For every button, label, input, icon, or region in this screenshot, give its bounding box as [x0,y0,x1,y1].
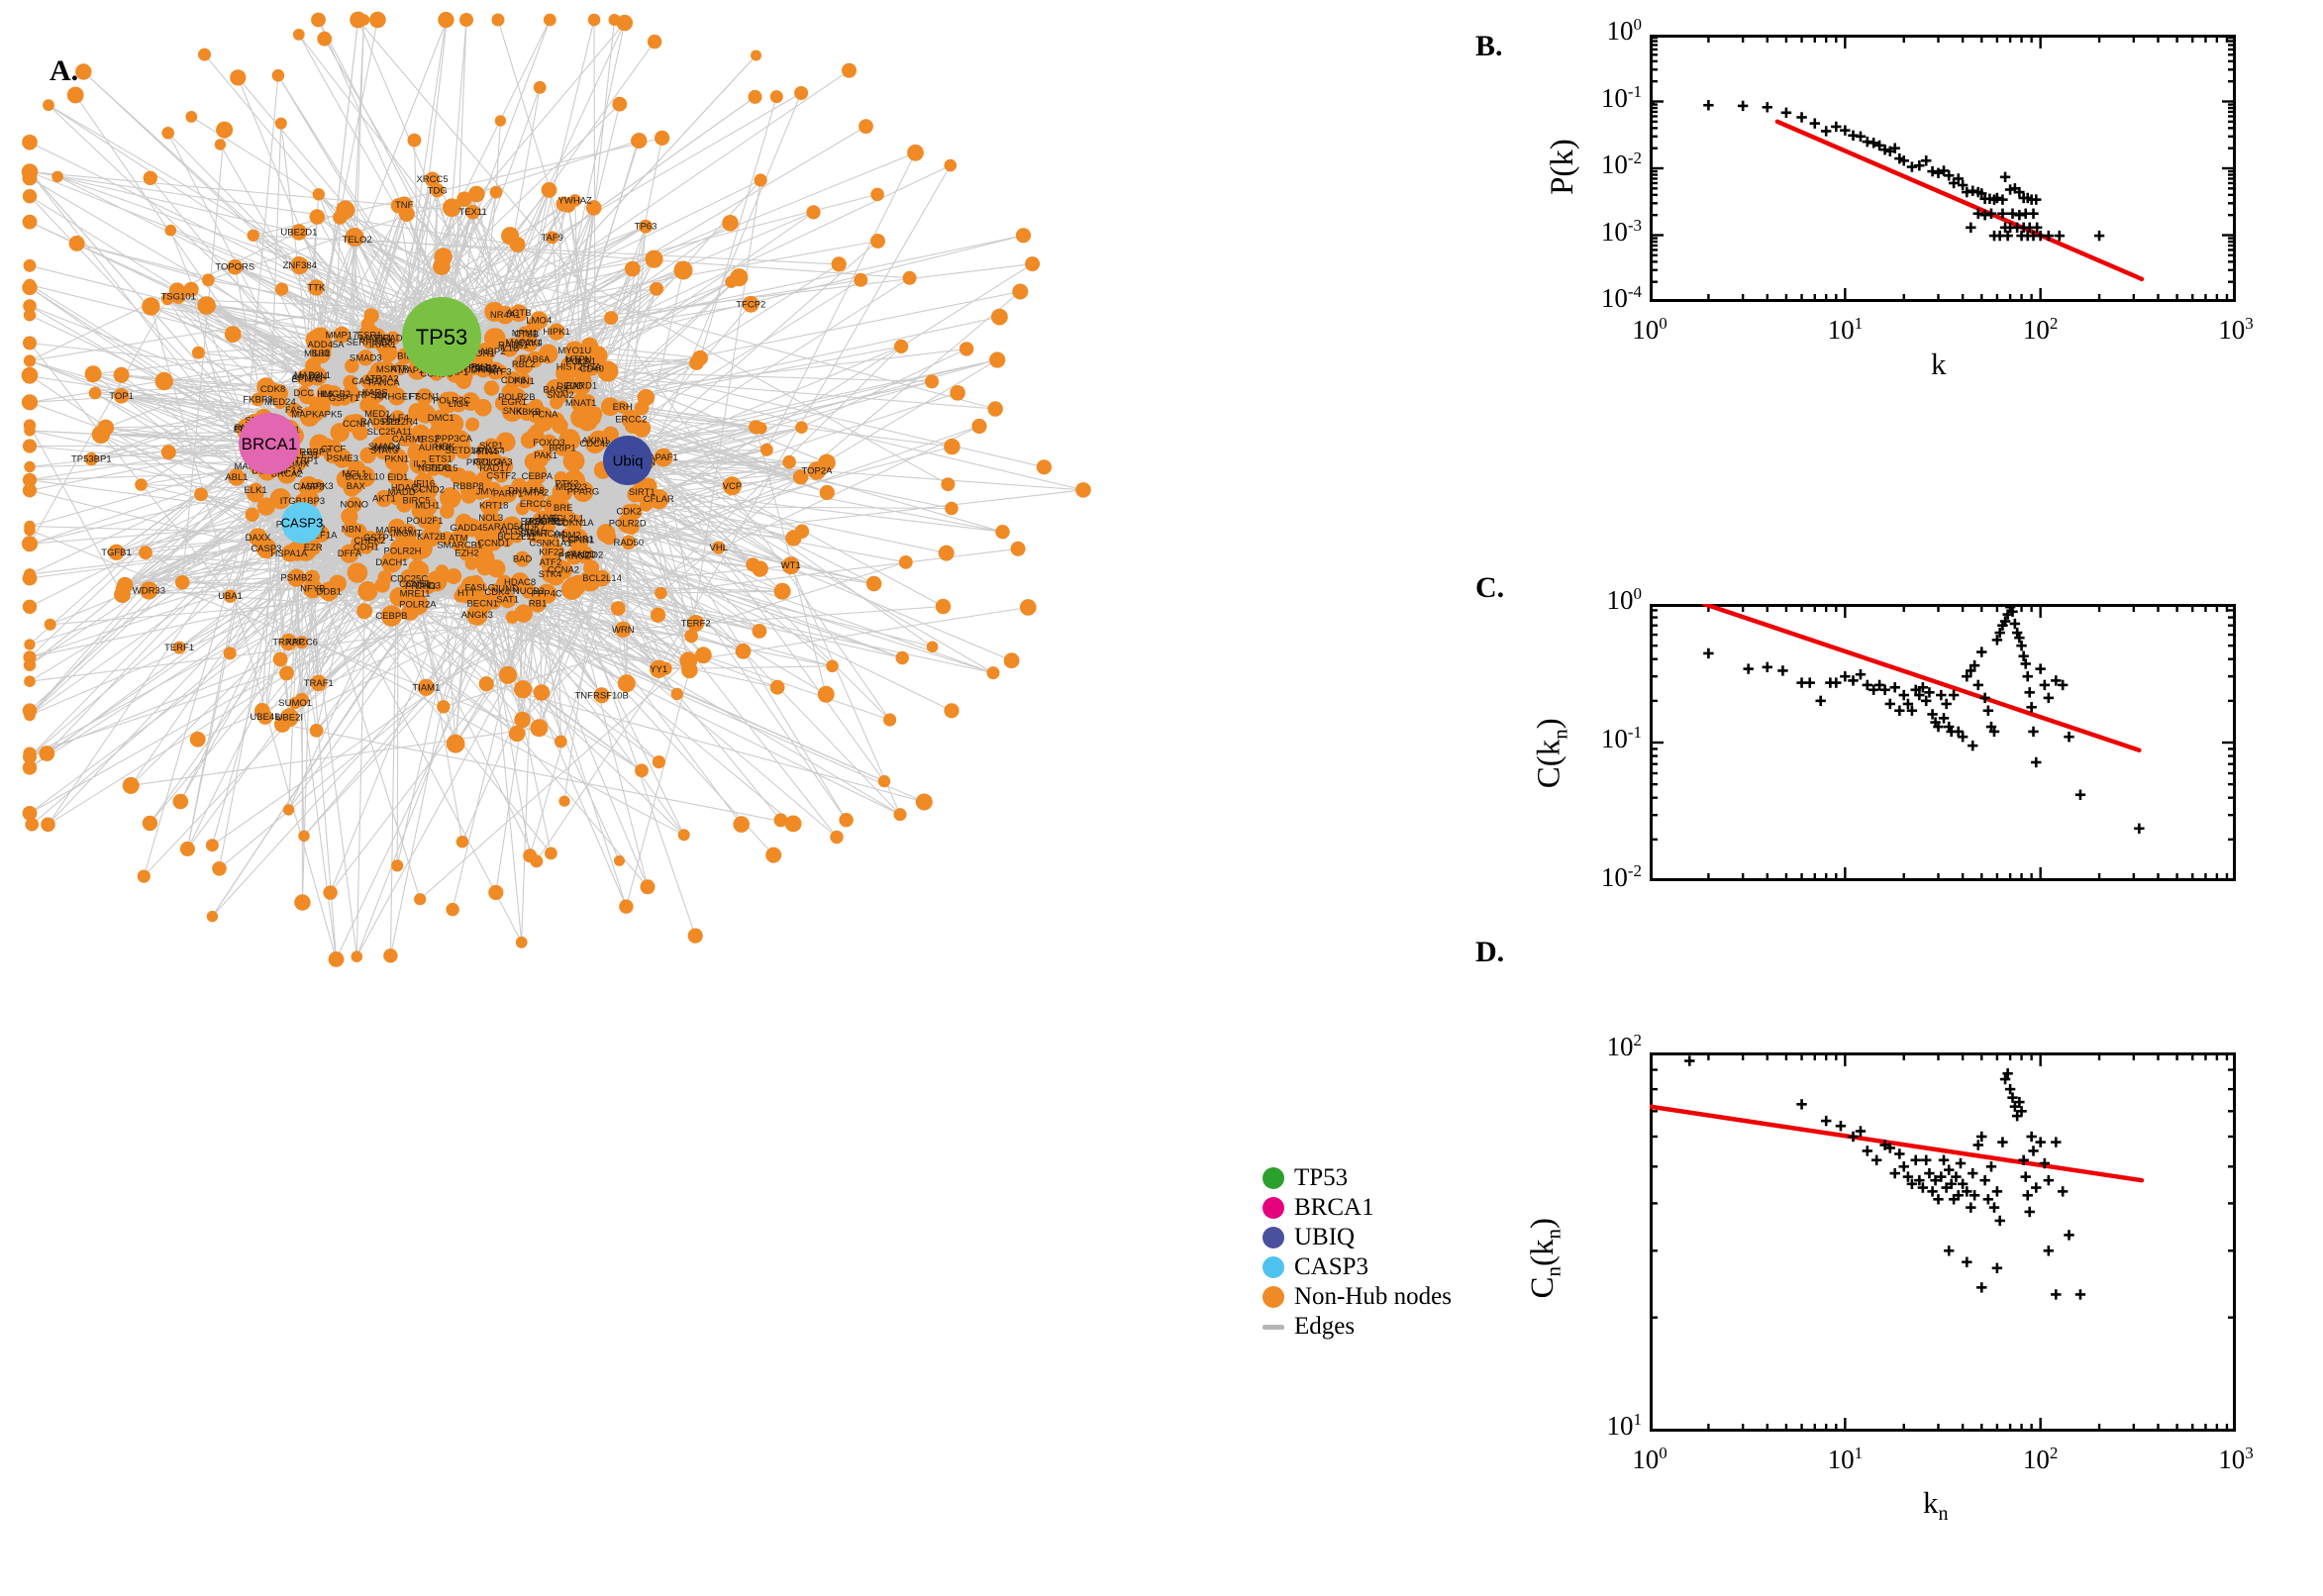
legend-label: UBIQ [1294,1224,1356,1250]
panel-b-svg [1650,35,2236,302]
panel-b-plot [1650,35,2236,302]
panel-d-plot [1650,1052,2236,1432]
fit-line [1701,604,2142,753]
panel-b-xtick-1: 101 [1827,314,1864,345]
panel-d-xtick-1: 101 [1827,1444,1864,1474]
panel-b-ytick-4: 10-4 [1600,282,1642,313]
legend-swatch-dot [1262,1167,1284,1189]
panel-c-ylabel: C(kn) [1531,718,1572,789]
legend-item-casp3: CASP3 [1262,1252,1452,1282]
data-points [1703,604,2145,834]
panel-a-label: A. [50,54,79,87]
data-points [1650,98,2105,242]
panel-c-ytick-2: 10-2 [1600,861,1642,892]
legend-swatch-dot [1262,1227,1284,1248]
panel-a-network: A. ABL1 ACTB ADD45A AKT1 ALG9 ANGK3 APAF1 APLP2… [21,11,1452,1342]
panel-b-xtick-3: 103 [2218,314,2254,345]
legend-label: Non-Hub nodes [1294,1283,1453,1310]
panel-d-ytick-0: 102 [1606,1031,1643,1061]
panel-b-ytick-2: 10-2 [1600,149,1642,179]
panel-d-label: D. [1475,936,1505,968]
legend-swatch-dot [1262,1256,1284,1278]
fit-line [1774,119,2145,282]
panel-c-plot [1650,604,2236,881]
panel-d-ytick-1: 101 [1606,1410,1643,1441]
legend-label: TP53 [1294,1164,1349,1191]
legend-label: Edges [1294,1313,1356,1340]
legend-item-ubiq: UBIQ [1262,1223,1452,1252]
legend-item-non-hub-nodes: Non-Hub nodes [1262,1282,1452,1312]
panel-b-xlabel: k [1931,347,1947,381]
panel-c-label: C. [1475,571,1505,604]
panel-b-label: B. [1475,30,1503,62]
panel-d-ylabel: Cn(kn) [1524,1218,1566,1299]
legend-label: BRCA1 [1294,1194,1374,1221]
panel-d-xlabel: kn [1923,1485,1949,1526]
panel-d-xtick-0: 100 [1632,1444,1667,1474]
legend-swatch-dot [1262,1197,1284,1219]
legend-swatch-line [1262,1324,1284,1330]
panel-d-xtick-2: 102 [2022,1444,2059,1474]
panel-d-frame [1650,1052,2236,1432]
panel-b-ytick-1: 10-1 [1600,81,1642,113]
panel-b-xtick-2: 102 [2022,314,2059,345]
legend-item-tp53: TP53 [1262,1163,1452,1193]
panel-c-svg [1650,604,2236,881]
legend-item-edges: Edges [1262,1312,1452,1342]
panel-b-ytick-0: 100 [1606,15,1643,46]
fit-line [1650,1104,2145,1183]
legend-swatch-dot [1262,1286,1284,1308]
data-points [1684,1055,2086,1300]
panel-b-xtick-0: 100 [1632,314,1667,345]
legend-label: CASP3 [1294,1253,1369,1280]
legend-item-brca1: BRCA1 [1262,1193,1452,1223]
panel-c-frame [1650,604,2236,881]
panel-c-ytick-1: 10-1 [1600,723,1642,753]
panel-c-ytick-0: 100 [1606,584,1643,615]
plots-column: B. P(k) k C. C(kn) D. Cn(kn) kn 100 10-1 1… [1465,0,2323,1596]
network-legend: TP53 BRCA1 UBIQ CASP3 Non-Hub nodes Edges [1262,1163,1452,1342]
panel-d-xtick-3: 103 [2218,1444,2254,1474]
network-graph-canvas: ABL1ACTBADD45AAKT1ALG9ANGK3APAF1APLP2ARH… [21,11,1091,967]
panel-d-svg [1650,1052,2236,1432]
panel-b-ytick-3: 10-3 [1600,215,1642,247]
panel-b-ylabel: P(k) [1544,139,1580,195]
